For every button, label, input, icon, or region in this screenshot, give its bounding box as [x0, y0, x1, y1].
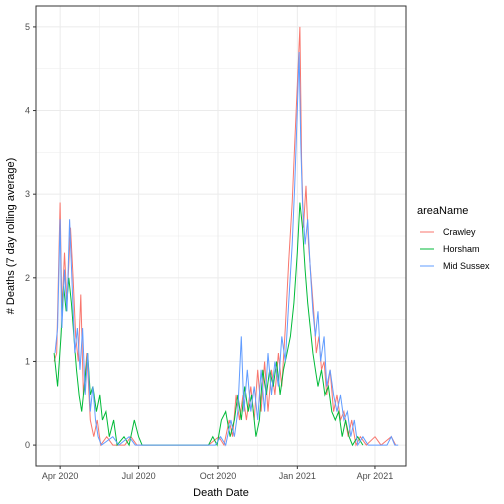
- y-tick-label: 5: [25, 22, 30, 32]
- y-tick-label: 1: [25, 356, 30, 366]
- y-axis-title: # Deaths (7 day rolling average): [5, 158, 17, 315]
- series-lines: [53, 26, 399, 447]
- legend-label-mid-sussex: Mid Sussex: [443, 261, 490, 271]
- y-tick-label: 2: [25, 273, 30, 283]
- x-tick-label: Oct 2020: [200, 471, 237, 481]
- x-tick-label: Jan 2021: [279, 471, 316, 481]
- legend-label-horsham: Horsham: [443, 244, 480, 254]
- x-tick-label: Jul 2020: [122, 471, 156, 481]
- x-axis-title: Death Date: [193, 487, 249, 499]
- legend-label-crawley: Crawley: [443, 227, 476, 237]
- y-tick-label: 0: [25, 440, 30, 450]
- y-axis-ticks: 0 1 2 3 4 5: [25, 22, 36, 450]
- panel-border: [35, 5, 407, 467]
- series-line-mid-sussex: [54, 51, 399, 447]
- y-tick-label: 4: [25, 106, 30, 116]
- x-axis-ticks: Apr 2020 Jul 2020 Oct 2020 Jan 2021 Apr 2021: [42, 466, 393, 481]
- legend-title: areaName: [417, 205, 468, 217]
- legend: areaName Crawley Horsham Mid Sussex: [417, 205, 490, 271]
- x-tick-label: Apr 2020: [42, 471, 79, 481]
- grid-lines: [36, 6, 406, 466]
- y-tick-label: 3: [25, 189, 30, 199]
- x-tick-label: Apr 2021: [357, 471, 394, 481]
